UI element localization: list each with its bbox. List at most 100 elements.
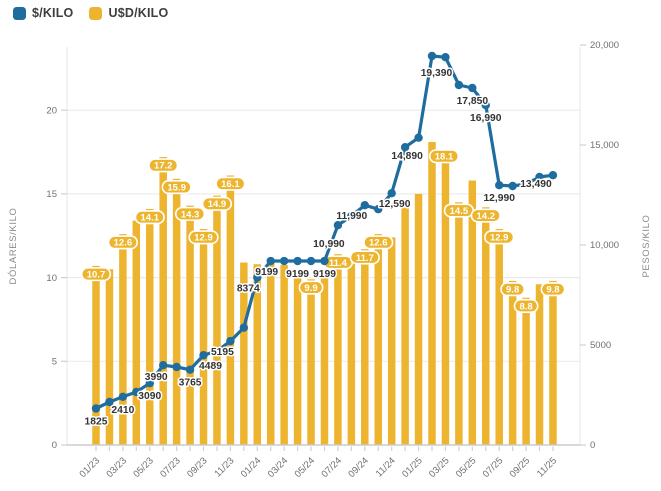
bar-usd-10/24[interactable] [374, 234, 382, 445]
bar-usd-01/23[interactable] [92, 265, 100, 445]
point-pesos-09/25[interactable] [521, 179, 531, 189]
x-tick-label: 09/24 [346, 455, 371, 480]
point-pesos-12/24[interactable] [400, 143, 410, 152]
bar-usd-10/25[interactable] [535, 284, 544, 445]
right-tick-label: 10,000 [590, 240, 619, 251]
bar-usd-11/24[interactable] [387, 237, 396, 445]
bar-usd-09/25[interactable] [522, 297, 530, 445]
svg-text:12.6: 12.6 [369, 238, 388, 249]
point-pesos-10/25[interactable] [535, 172, 544, 182]
svg-text:12.9: 12.9 [194, 233, 213, 244]
bar-usd-04/24[interactable] [293, 270, 302, 445]
bar-usd-11/25[interactable] [549, 280, 557, 445]
svg-text:9.9: 9.9 [304, 283, 317, 294]
point-label: 4489 [199, 361, 222, 372]
svg-text:12.9: 12.9 [490, 233, 509, 244]
point-pesos-06/25[interactable] [481, 101, 490, 110]
point-label: 17,850 [457, 96, 489, 107]
bar-usd-08/25[interactable] [508, 280, 517, 445]
bar-usd-06/24[interactable] [320, 272, 329, 445]
bar-usd-05/23[interactable] [146, 208, 154, 445]
point-pesos-03/25[interactable] [441, 53, 450, 62]
bar-usd-05/25[interactable] [468, 180, 477, 445]
bar-usd-11/23[interactable] [226, 175, 235, 445]
bar-usd-02/24[interactable] [266, 260, 275, 445]
bar-usd-09/23[interactable] [199, 229, 208, 445]
point-pesos-05/23[interactable] [145, 379, 154, 388]
bar-usd-09/24[interactable] [361, 249, 369, 445]
point-pesos-08/23[interactable] [185, 365, 195, 374]
svg-text:14.3: 14.3 [181, 209, 200, 220]
legend-item-pesos[interactable]: $/KILO [13, 6, 73, 20]
point-pesos-11/24[interactable] [387, 189, 396, 198]
bar-usd-08/23[interactable] [186, 205, 194, 445]
x-tick-label: 09/23 [185, 455, 210, 480]
bar-usd-06/25[interactable] [482, 207, 490, 445]
x-tick-label: 03/23 [104, 455, 129, 480]
point-pesos-02/24[interactable] [266, 256, 275, 266]
chart-legend: $/KILO U$D/KILO [13, 6, 168, 20]
bar-usd-03/25[interactable] [441, 155, 450, 445]
point-label: 16,990 [470, 113, 502, 124]
legend-label-usd: U$D/KILO [108, 6, 169, 20]
point-pesos-07/23[interactable] [172, 362, 181, 372]
bar-usd-05/24[interactable] [307, 279, 315, 445]
point-pesos-09/23[interactable] [199, 351, 208, 360]
bar-usd-07/23[interactable] [172, 178, 181, 445]
bar-usd-12/23[interactable] [240, 262, 248, 445]
point-pesos-02/25[interactable] [427, 51, 437, 61]
point-pesos-08/24[interactable] [347, 211, 356, 221]
point-pesos-01/24[interactable] [253, 273, 262, 282]
svg-text:15.9: 15.9 [167, 182, 186, 193]
point-pesos-04/24[interactable] [293, 256, 302, 266]
bar-usd-04/23[interactable] [132, 220, 141, 445]
bar-usd-06/23[interactable] [159, 157, 167, 445]
legend-item-usd[interactable]: U$D/KILO [89, 6, 168, 20]
point-pesos-04/23[interactable] [132, 387, 141, 397]
point-pesos-01/25[interactable] [414, 133, 423, 142]
bar-usd-12/24[interactable] [401, 207, 409, 445]
bar-usd-03/24[interactable] [280, 265, 288, 445]
point-pesos-01/23[interactable] [91, 404, 101, 413]
bar-usd-03/23[interactable] [119, 234, 127, 445]
point-pesos-06/24[interactable] [320, 256, 329, 266]
bar-label: 9.9 [298, 280, 324, 295]
point-pesos-02/23[interactable] [105, 397, 114, 407]
point-pesos-09/24[interactable] [360, 201, 369, 210]
bar-label: 9.8 [500, 282, 526, 297]
svg-text:14.2: 14.2 [477, 211, 496, 222]
x-tick-label: 09/25 [508, 455, 533, 480]
bar-usd-04/25[interactable] [455, 202, 463, 445]
bar-usd-01/25[interactable] [414, 193, 423, 445]
point-pesos-07/25[interactable] [495, 181, 504, 190]
bar-label: 8.8 [513, 298, 539, 313]
x-tick-label: 03/24 [266, 455, 291, 480]
bar-usd-07/25[interactable] [495, 229, 503, 445]
point-pesos-05/25[interactable] [468, 83, 477, 93]
svg-text:11.7: 11.7 [356, 253, 374, 264]
point-pesos-11/25[interactable] [548, 171, 558, 180]
point-pesos-10/24[interactable] [374, 205, 383, 214]
bar-usd-07/24[interactable] [334, 254, 342, 445]
svg-text:14.1: 14.1 [141, 213, 160, 224]
bar-usd-02/23[interactable] [105, 269, 114, 445]
bar-usd-02/25[interactable] [428, 142, 436, 445]
point-pesos-12/23[interactable] [239, 323, 249, 332]
point-pesos-08/25[interactable] [508, 181, 517, 191]
bar-usd-08/24[interactable] [347, 259, 356, 445]
left-tick-label: 20 [46, 105, 57, 116]
x-tick-label: 07/24 [319, 455, 344, 480]
point-pesos-04/25[interactable] [454, 80, 464, 90]
point-pesos-10/23[interactable] [212, 346, 222, 356]
bar-usd-01/24[interactable] [253, 264, 262, 445]
point-pesos-03/24[interactable] [279, 256, 289, 266]
point-pesos-07/24[interactable] [333, 221, 343, 230]
bar-label: 15.9 [161, 180, 192, 195]
point-label: 19,390 [421, 68, 453, 79]
point-pesos-05/24[interactable] [306, 256, 316, 266]
point-pesos-11/23[interactable] [226, 336, 235, 346]
bar-usd-10/23[interactable] [213, 195, 221, 445]
point-pesos-03/23[interactable] [118, 392, 128, 401]
point-pesos-06/23[interactable] [159, 361, 168, 370]
